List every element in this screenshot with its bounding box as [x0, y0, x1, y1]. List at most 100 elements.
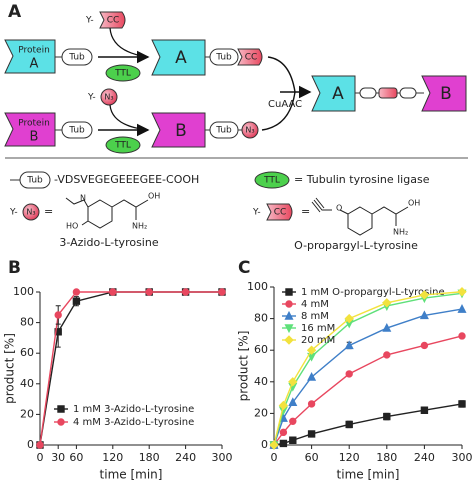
atom-label: O	[336, 204, 342, 213]
azido-name: 3-Azido-L-tyrosine	[59, 236, 158, 249]
legend-label: 1 mM O-propargyl-L-tyrosine	[301, 287, 445, 298]
x-tick-label: 180	[139, 451, 160, 464]
marker	[420, 406, 429, 414]
x-tick-label: 60	[305, 451, 319, 464]
y-tick-label: 20	[254, 406, 268, 419]
legend-marker	[284, 335, 294, 345]
tub-tag	[61, 121, 93, 139]
marker	[54, 311, 62, 319]
x-tick-label: 0	[271, 451, 278, 464]
marker	[345, 370, 353, 378]
y-tick-label: 60	[20, 346, 34, 359]
x-tick-label: 0	[37, 451, 44, 464]
x-tick-label: 120	[339, 451, 360, 464]
marker	[419, 290, 430, 300]
marker	[307, 430, 316, 438]
marker	[109, 288, 117, 296]
x-tick-label: 300	[212, 451, 233, 464]
protein-label: B	[440, 84, 452, 104]
panel-label: A	[8, 2, 22, 22]
protein-label: A	[175, 48, 187, 68]
y-tick-label: 60	[254, 343, 268, 356]
y-tick-label: 20	[20, 407, 34, 420]
atom-label: NH₂	[393, 228, 408, 237]
y-axis-label: product [%]	[237, 331, 251, 402]
marker	[306, 345, 317, 355]
legend-marker	[57, 405, 65, 413]
protein-label: A	[30, 57, 39, 72]
marker	[458, 400, 466, 408]
legend-marker	[57, 418, 65, 426]
x-axis-label: time [min]	[337, 468, 400, 482]
n3-tag	[100, 88, 118, 106]
marker	[458, 332, 466, 340]
x-tick-label: 180	[376, 451, 397, 464]
ttl-definition: = Tubulin tyrosine ligase	[294, 173, 430, 186]
equals: =	[301, 205, 310, 218]
azido-structure	[65, 197, 149, 229]
atom-label: N	[80, 194, 86, 203]
cuaac-label: CuAAC	[268, 99, 302, 110]
reagent-arrow	[109, 27, 149, 58]
protein-label: A	[332, 84, 344, 104]
marker	[382, 322, 392, 332]
cc-tag	[266, 203, 293, 221]
tub-label: Tub	[26, 176, 43, 186]
marker	[383, 412, 391, 421]
equals: =	[44, 205, 53, 218]
legend-marker	[284, 324, 294, 334]
protein-a	[4, 39, 56, 74]
marker	[269, 440, 279, 450]
marker	[457, 304, 467, 313]
marker	[344, 340, 354, 350]
x-tick-label: 30	[51, 451, 65, 464]
propargyl-structure	[311, 197, 409, 236]
protein-b	[4, 112, 56, 147]
legend-marker	[285, 300, 293, 308]
y-tick-label: 100	[13, 285, 34, 298]
atom-label: OH	[408, 199, 420, 208]
marker	[72, 288, 81, 296]
marker	[279, 428, 288, 436]
y-prefix: Y-	[87, 93, 96, 103]
legend-label: 1 mM 3-Azido-L-tyrosine	[73, 404, 194, 415]
y-tick-label: 0	[27, 438, 34, 451]
marker	[289, 417, 297, 425]
marker	[289, 436, 297, 444]
cc-tag	[99, 11, 126, 29]
x-tick-label: 240	[175, 451, 196, 464]
atom-label: HO	[66, 222, 78, 231]
marker	[419, 310, 429, 320]
x-tick-label: 60	[69, 451, 83, 464]
ttl-label: TTL	[263, 176, 280, 186]
y-prefix: Y-	[85, 16, 94, 26]
marker	[145, 288, 153, 296]
tub-tag	[61, 48, 93, 66]
tub-tag	[209, 48, 239, 66]
reagent-arrow	[109, 104, 149, 131]
tub-label: Tub	[68, 126, 85, 136]
legend-label: 16 mM	[301, 323, 335, 334]
protein-a	[311, 75, 356, 112]
y-tick-label: 100	[247, 280, 268, 293]
marker	[288, 397, 298, 407]
legend-label: 4 mM	[301, 299, 329, 310]
marker	[383, 351, 391, 359]
marker	[278, 400, 289, 411]
legend-marker	[285, 288, 293, 296]
n3-label: N₃	[104, 93, 113, 102]
tub-label: Tub	[215, 126, 232, 136]
marker	[36, 441, 44, 449]
n3-label: N₃	[245, 126, 254, 135]
y-tick-label: 0	[261, 438, 268, 451]
n3-label: N₃	[26, 208, 35, 217]
cc-tag	[237, 48, 263, 66]
legend-label: 8 mM	[301, 311, 329, 322]
triazole-link	[378, 87, 398, 99]
protein-b	[421, 75, 467, 112]
merge-arrow	[267, 56, 296, 93]
tub-definition: -VDSVEGEGEEEGEE-COOH	[54, 173, 199, 186]
marker	[307, 400, 316, 408]
cc-label: CC	[245, 53, 258, 63]
